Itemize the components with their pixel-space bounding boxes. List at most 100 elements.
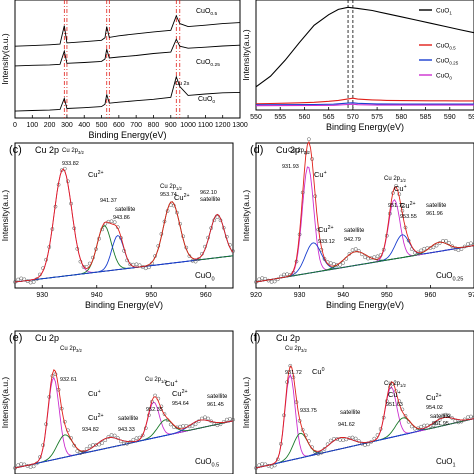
panel-d-annotation: 942.79 bbox=[344, 237, 361, 243]
panel-f-data-point bbox=[316, 452, 321, 456]
panel-d-x-tick-label: 920 bbox=[250, 292, 262, 299]
panel-f-annotation: Cu0 bbox=[312, 367, 325, 376]
panel-c-data-point bbox=[215, 215, 220, 220]
panel-d-data-point bbox=[275, 277, 280, 282]
panel-c-data-point bbox=[25, 279, 30, 284]
panel-e-annotation: Cu 2p3/2 bbox=[60, 346, 83, 353]
panel-d-data-point bbox=[282, 272, 286, 277]
panel-d-data-point bbox=[363, 255, 367, 260]
panel-d-plot-frame bbox=[255, 142, 474, 289]
zoom-legend-label: CuO0.25 bbox=[436, 58, 459, 66]
panel-d-data-point bbox=[285, 272, 289, 277]
zoom-x-tick-label: 555 bbox=[274, 114, 286, 121]
panel-f-plot-frame bbox=[255, 330, 474, 474]
panel-c-x-tick-label: 950 bbox=[145, 292, 157, 299]
panel-f-annotation: Cu 2p3/2 bbox=[285, 346, 308, 353]
panel-c-data-point bbox=[134, 262, 139, 267]
panel-d-data-point bbox=[353, 247, 358, 251]
panel-f-data-point bbox=[257, 463, 261, 468]
panel-e-data-point bbox=[190, 424, 195, 428]
zoom-x-tick-label: 565 bbox=[323, 114, 335, 121]
panel-c-annotation: Cu2+ bbox=[88, 170, 104, 179]
zoom-y-axis-label: Intensity(a.u.) bbox=[241, 29, 251, 81]
panel-f-data-point bbox=[409, 424, 414, 429]
panel-d-sample-label: CuO0.25 bbox=[436, 271, 463, 282]
panel-d-data-point bbox=[422, 246, 427, 251]
panel-c-data-point bbox=[19, 276, 24, 281]
panel-f-data-point bbox=[328, 438, 333, 443]
panel-d-data-point bbox=[375, 254, 380, 259]
panel-c-annotation: 941.37 bbox=[100, 198, 117, 204]
zoom-series-line bbox=[255, 102, 474, 106]
panel-c-x-axis-label: Binding Energy(eV) bbox=[85, 300, 163, 310]
panel-e-data-point bbox=[162, 412, 167, 416]
panel-d-x-tick-label: 930 bbox=[294, 292, 306, 299]
panel-e-data-point bbox=[125, 441, 129, 446]
zoom-x-tick-label: 575 bbox=[371, 114, 383, 121]
survey-plot-frame bbox=[14, 0, 241, 119]
zoom-x-tick-label: 590 bbox=[444, 114, 456, 121]
panel-c-region-label: Cu 2p bbox=[35, 145, 59, 155]
zoom-plot-frame bbox=[255, 0, 474, 111]
zoom-series-line bbox=[255, 6, 474, 88]
panel-d-annotation: Cu 2p1/2 bbox=[384, 176, 407, 183]
panel-d-annotation: 951.72 bbox=[388, 203, 405, 209]
panel-d-data-point bbox=[366, 256, 370, 261]
panel-f-data-point bbox=[260, 461, 265, 466]
panel-f-annotation: satellite bbox=[430, 414, 451, 420]
panel-f-annotation: satellite bbox=[340, 410, 361, 416]
panel-c-plot-frame bbox=[14, 142, 234, 289]
panel-f-data-point bbox=[434, 421, 439, 426]
panel-c-annotation: Cu 2p1/2 bbox=[160, 184, 183, 191]
panel-e-annotation: Cu 2p1/2 bbox=[145, 377, 168, 384]
panel-d-x-tick-label: 940 bbox=[337, 292, 349, 299]
panel-d-y-axis-label: Intensity(a.u.) bbox=[241, 190, 251, 242]
panel-d-data-point bbox=[419, 248, 423, 253]
survey-x-tick-label: 300 bbox=[61, 122, 73, 129]
panel-d-annotation: 933.12 bbox=[318, 239, 335, 245]
panel-d-annotation: Cu2+ bbox=[318, 225, 334, 234]
survey-x-tick-label: 500 bbox=[96, 122, 108, 129]
survey-x-axis-label: Binding Energy(eV) bbox=[88, 130, 166, 140]
panel-d-data-point bbox=[338, 263, 342, 267]
zoom-legend-label: CuO1 bbox=[436, 8, 452, 16]
panel-e-sample-label: CuO0.5 bbox=[195, 457, 219, 468]
panel-f-data-point bbox=[341, 438, 346, 443]
panel-e-data-point bbox=[19, 462, 24, 466]
panel-d-data-point bbox=[307, 137, 311, 142]
panel-c-annotation: 943.86 bbox=[113, 215, 130, 221]
panel-e-data-point bbox=[115, 436, 120, 440]
panel-e-annotation: Cu+ bbox=[165, 379, 178, 388]
panel-d-annotation: Cu+ bbox=[394, 184, 407, 193]
panel-f-y-axis-label: Intensity(a.u.) bbox=[241, 377, 251, 429]
survey-x-tick-label: 1300 bbox=[232, 122, 248, 129]
survey-series-line bbox=[14, 14, 241, 47]
panel-d-data-point bbox=[431, 245, 436, 250]
survey-series-line bbox=[14, 75, 241, 112]
panel-f-data-point bbox=[350, 435, 355, 440]
panel-f-annotation: Cu+ bbox=[388, 390, 401, 399]
survey-x-tick-label: 600 bbox=[113, 122, 125, 129]
panel-d-annotation: 931.93 bbox=[282, 164, 299, 170]
panel-d-annotation: 961.96 bbox=[426, 211, 443, 217]
panel-d-envelope-line bbox=[255, 140, 474, 283]
panel-e-data-point bbox=[106, 435, 111, 439]
panel-c-x-tick-label: 940 bbox=[91, 292, 103, 299]
panel-c-x-tick-label: 930 bbox=[36, 292, 48, 299]
panel-e-data-point bbox=[193, 422, 198, 427]
panel-d-data-point bbox=[328, 261, 333, 265]
panel-c-sample-label: CuO0 bbox=[195, 271, 215, 282]
survey-label-cuo05: CuO0.5 bbox=[196, 8, 217, 17]
survey-x-tick-label: 400 bbox=[78, 122, 90, 129]
panel-e-annotation: Cu+ bbox=[88, 389, 101, 398]
panel-d-annotation: Cu+ bbox=[314, 170, 327, 179]
panel-d-panel-tag: (d) bbox=[250, 144, 263, 156]
zoom-x-tick-label: 550 bbox=[250, 114, 262, 121]
panel-e-data-point bbox=[87, 444, 92, 449]
panel-f-data-point bbox=[338, 438, 342, 442]
panel-e-data-point bbox=[134, 436, 139, 441]
panel-e-annotation: 943.33 bbox=[118, 427, 135, 433]
panel-e-region-label: Cu 2p bbox=[35, 333, 59, 343]
survey-x-tick-label: 1000 bbox=[180, 122, 196, 129]
panel-e-data-point bbox=[75, 449, 80, 453]
